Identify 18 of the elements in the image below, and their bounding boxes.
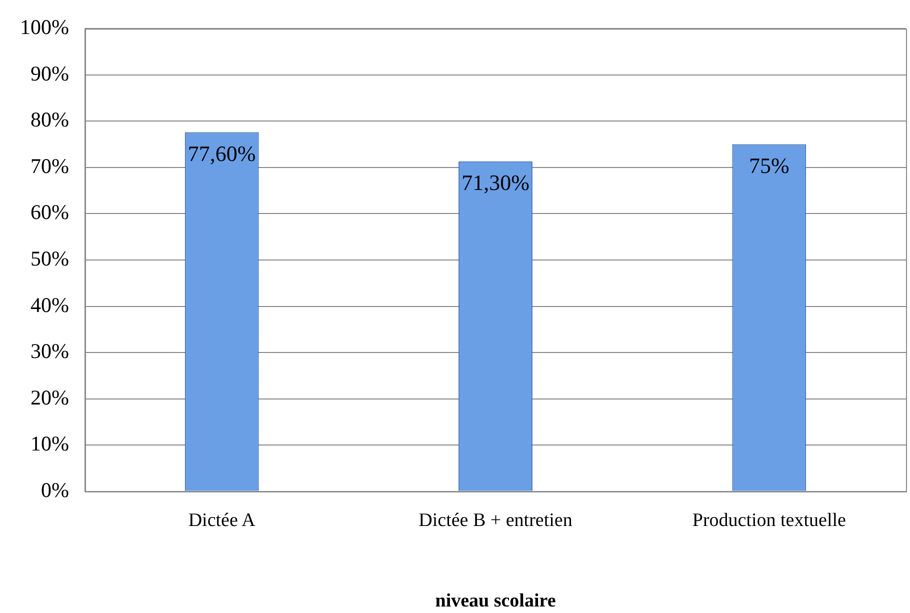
data-label: 71,30%: [462, 170, 530, 196]
y-tick-label: 60%: [30, 200, 69, 224]
x-tick-label: Dictée B + entretien: [418, 510, 573, 531]
y-tick-label: 50%: [30, 246, 69, 271]
y-tick-label: 0%: [40, 478, 69, 502]
y-tick-label: 30%: [30, 339, 69, 364]
y-tick-label: 40%: [30, 292, 69, 317]
y-tick-label: 70%: [30, 154, 69, 178]
x-tick-label: Dictée A: [188, 510, 256, 531]
x-axis-title: niveau scolaire: [435, 590, 556, 612]
y-tick-label: 100%: [20, 15, 69, 40]
y-tick-label: 80%: [30, 108, 69, 132]
y-tick-label: 10%: [30, 432, 69, 456]
x-tick-label: Production textuelle: [692, 510, 846, 531]
y-tick-label: 90%: [30, 61, 69, 86]
data-label: 77,60%: [188, 141, 256, 166]
data-label: 75%: [749, 153, 790, 178]
y-tick-label: 20%: [30, 385, 69, 410]
